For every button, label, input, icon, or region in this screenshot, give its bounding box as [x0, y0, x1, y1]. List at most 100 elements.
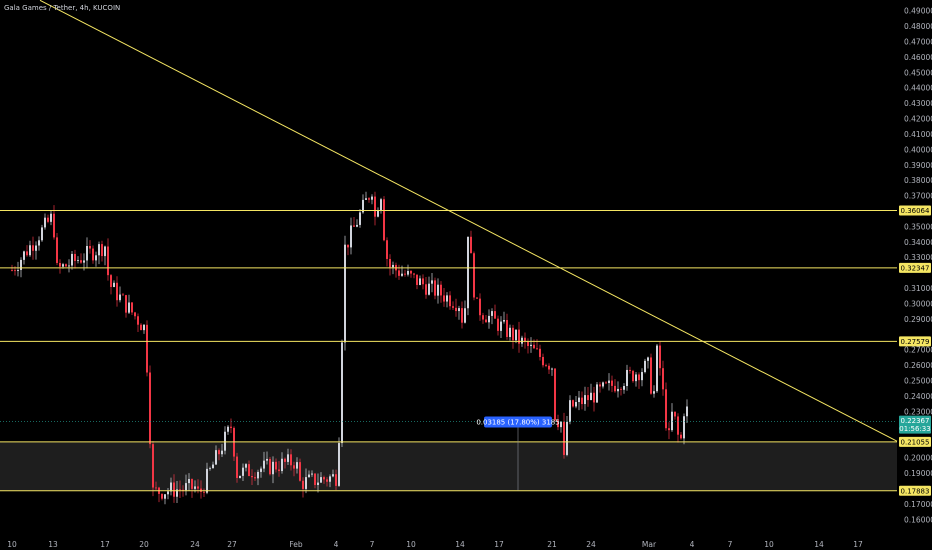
y-tick-label-27: 0.42000 [904, 115, 932, 124]
candle-body [650, 357, 652, 394]
candle-body [62, 264, 64, 267]
y-tick-label-14: 0.29000 [904, 315, 932, 324]
candle-body [581, 397, 583, 405]
candle-body [311, 473, 313, 475]
candle-body [152, 444, 154, 488]
candle-body [464, 308, 466, 323]
candle-body [677, 416, 679, 435]
x-tick-label-0: 10 [7, 540, 17, 549]
level-badge-label-2: 0.27579 [901, 338, 930, 346]
candle-body [461, 308, 463, 323]
candle-body [209, 468, 211, 470]
candle-body [587, 395, 589, 401]
candle-body [32, 245, 34, 251]
candle-body [626, 369, 628, 387]
candle-body [506, 320, 508, 337]
x-tick-label-1: 13 [48, 540, 58, 549]
candle-body [101, 244, 103, 257]
candle-body [182, 489, 184, 491]
candle-body [593, 392, 595, 403]
level-badge-3 [899, 436, 931, 447]
candle-body [509, 327, 511, 337]
measure-tool[interactable]: 0.03185 (17.80%) 3185 [476, 416, 560, 428]
current-price-badge: 0.22367 01:56:33 [899, 415, 931, 434]
axes-layer: 0.36064 0.32347 0.27579 0.21055 0.17883 0.160… [7, 7, 932, 549]
candle-body [359, 212, 361, 225]
candle-body [503, 320, 505, 322]
x-tick-label-10: 14 [455, 540, 465, 549]
candle-body [173, 482, 175, 497]
candle-body [83, 260, 85, 263]
y-tick-label-25: 0.40000 [904, 145, 932, 154]
candle-body [404, 273, 406, 275]
candle-body [287, 454, 289, 462]
candles-layer [11, 191, 688, 505]
current-price-background [899, 415, 931, 434]
candle-body [434, 280, 436, 296]
candle-body [143, 324, 145, 331]
candle-body [401, 273, 403, 276]
y-tick-label-12: 0.27000 [904, 346, 932, 355]
candle-body [53, 213, 55, 238]
candle-body [245, 464, 247, 468]
candle-body [98, 244, 100, 256]
y-tick-label-34: 0.49000 [904, 7, 932, 16]
x-tick-label-19: 17 [853, 540, 863, 549]
candle-body [272, 461, 274, 475]
candle-body [290, 454, 292, 466]
candle-body [497, 318, 499, 331]
candle-body [77, 260, 79, 262]
candle-body [197, 486, 199, 489]
candle-body [656, 345, 658, 392]
candle-body [74, 253, 76, 261]
candle-body [524, 337, 526, 342]
y-tick-label-2: 0.17000 [904, 500, 932, 509]
candle-body [368, 198, 370, 200]
candle-body [356, 224, 358, 227]
candle-body [47, 217, 49, 222]
y-tick-label-1: 0.16000 [904, 515, 932, 524]
x-tick-label-18: 14 [814, 540, 824, 549]
candle-body [440, 284, 442, 296]
candle-body [221, 450, 223, 455]
candle-body [275, 461, 277, 470]
level-badge-label-3: 0.21055 [901, 438, 930, 446]
candle-body [248, 464, 250, 477]
x-tick-label-14: Mar [642, 540, 657, 549]
y-tick-label-29: 0.44000 [904, 84, 932, 93]
candle-body [617, 388, 619, 392]
candle-body [236, 456, 238, 478]
level-badge-1 [899, 262, 931, 273]
candle-body [281, 458, 283, 472]
x-tick-label-15: 4 [690, 540, 695, 549]
candle-body [425, 284, 427, 295]
candle-body [170, 482, 172, 492]
candle-body [176, 489, 178, 497]
level-badge-4 [899, 485, 931, 496]
current-price-countdown: 01:56:33 [899, 425, 930, 433]
candle-body [92, 248, 94, 261]
candle-body [29, 245, 31, 256]
candle-body [560, 421, 562, 428]
candle-body [293, 465, 295, 469]
candle-body [572, 400, 574, 407]
candle-body [668, 428, 670, 431]
candle-body [227, 426, 229, 432]
candle-body [308, 474, 310, 478]
candle-body [515, 329, 517, 341]
y-tick-label-5: 0.20000 [904, 454, 932, 463]
candle-body [641, 372, 643, 381]
candle-body [551, 368, 553, 370]
y-tick-label-24: 0.39000 [904, 161, 932, 170]
candle-body [68, 265, 70, 267]
candle-body [302, 480, 304, 489]
candle-body [365, 198, 367, 200]
candle-body [266, 458, 268, 461]
candle-body [320, 477, 322, 483]
candle-body [20, 259, 22, 270]
candle-body [251, 476, 253, 478]
candle-body [41, 227, 43, 241]
y-tick-label-20: 0.35000 [904, 222, 932, 231]
candle-body [230, 426, 232, 428]
